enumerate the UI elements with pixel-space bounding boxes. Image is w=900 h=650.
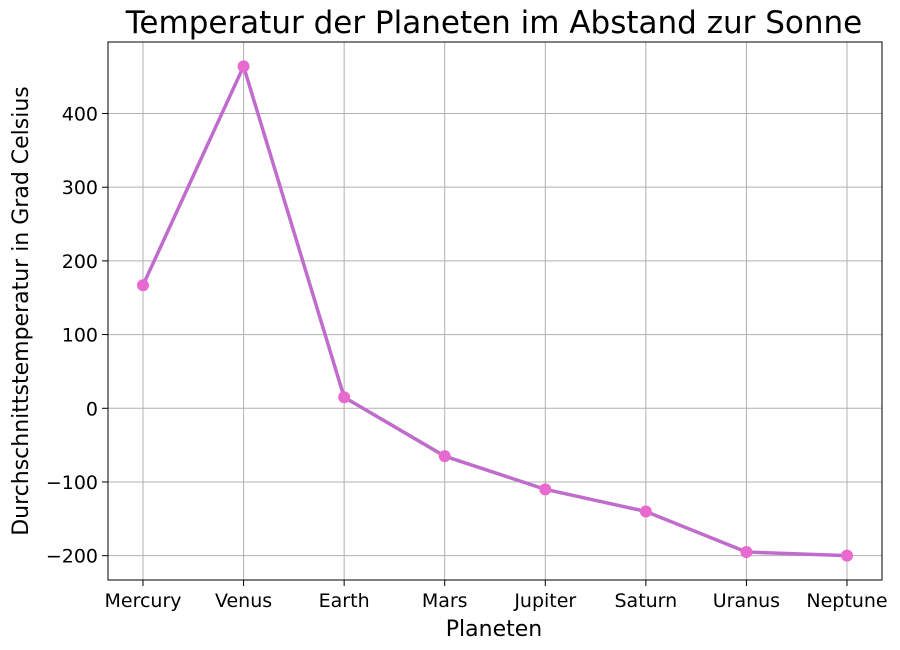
y-tick-label: 200 — [62, 251, 98, 273]
plot-area — [107, 41, 883, 581]
data-point — [639, 505, 652, 518]
grid — [108, 42, 882, 580]
y-tick-label: −100 — [46, 472, 98, 494]
series-line — [141, 64, 848, 558]
x-tick-label: Mercury — [104, 590, 181, 612]
x-tick-label: Saturn — [614, 590, 677, 612]
x-tick-label: Venus — [215, 590, 272, 612]
y-tick-label: −200 — [46, 546, 98, 568]
x-tick-label: Neptune — [806, 590, 887, 612]
x-axis-label: Planeten — [446, 617, 542, 642]
y-tick-label: 0 — [86, 398, 98, 420]
data-point — [338, 391, 351, 404]
data-point — [438, 450, 451, 463]
x-tick-label: Earth — [319, 590, 370, 612]
y-tick-label: 400 — [62, 103, 98, 125]
y-tick-label: 300 — [62, 177, 98, 199]
data-point — [740, 545, 753, 558]
data-point — [841, 549, 853, 562]
y-axis-label: Durchschnittstemperatur in Grad Celsius — [9, 86, 34, 536]
x-axis: Mercury Venus Earth Mars Jupiter Saturn Uranus… — [104, 580, 888, 612]
chart-title: Temperatur der Planeten im Abstand zur S… — [125, 5, 863, 41]
data-point — [137, 279, 149, 292]
y-tick-label: 100 — [62, 325, 98, 347]
series-layer — [137, 60, 853, 562]
data-point — [539, 483, 552, 496]
y-axis: −200 −100 0 100 200 300 400 — [46, 103, 108, 568]
x-tick-label: Uranus — [713, 590, 780, 612]
x-tick-label: Jupiter — [513, 590, 576, 612]
data-point — [237, 60, 250, 73]
x-tick-label: Mars — [422, 590, 468, 612]
